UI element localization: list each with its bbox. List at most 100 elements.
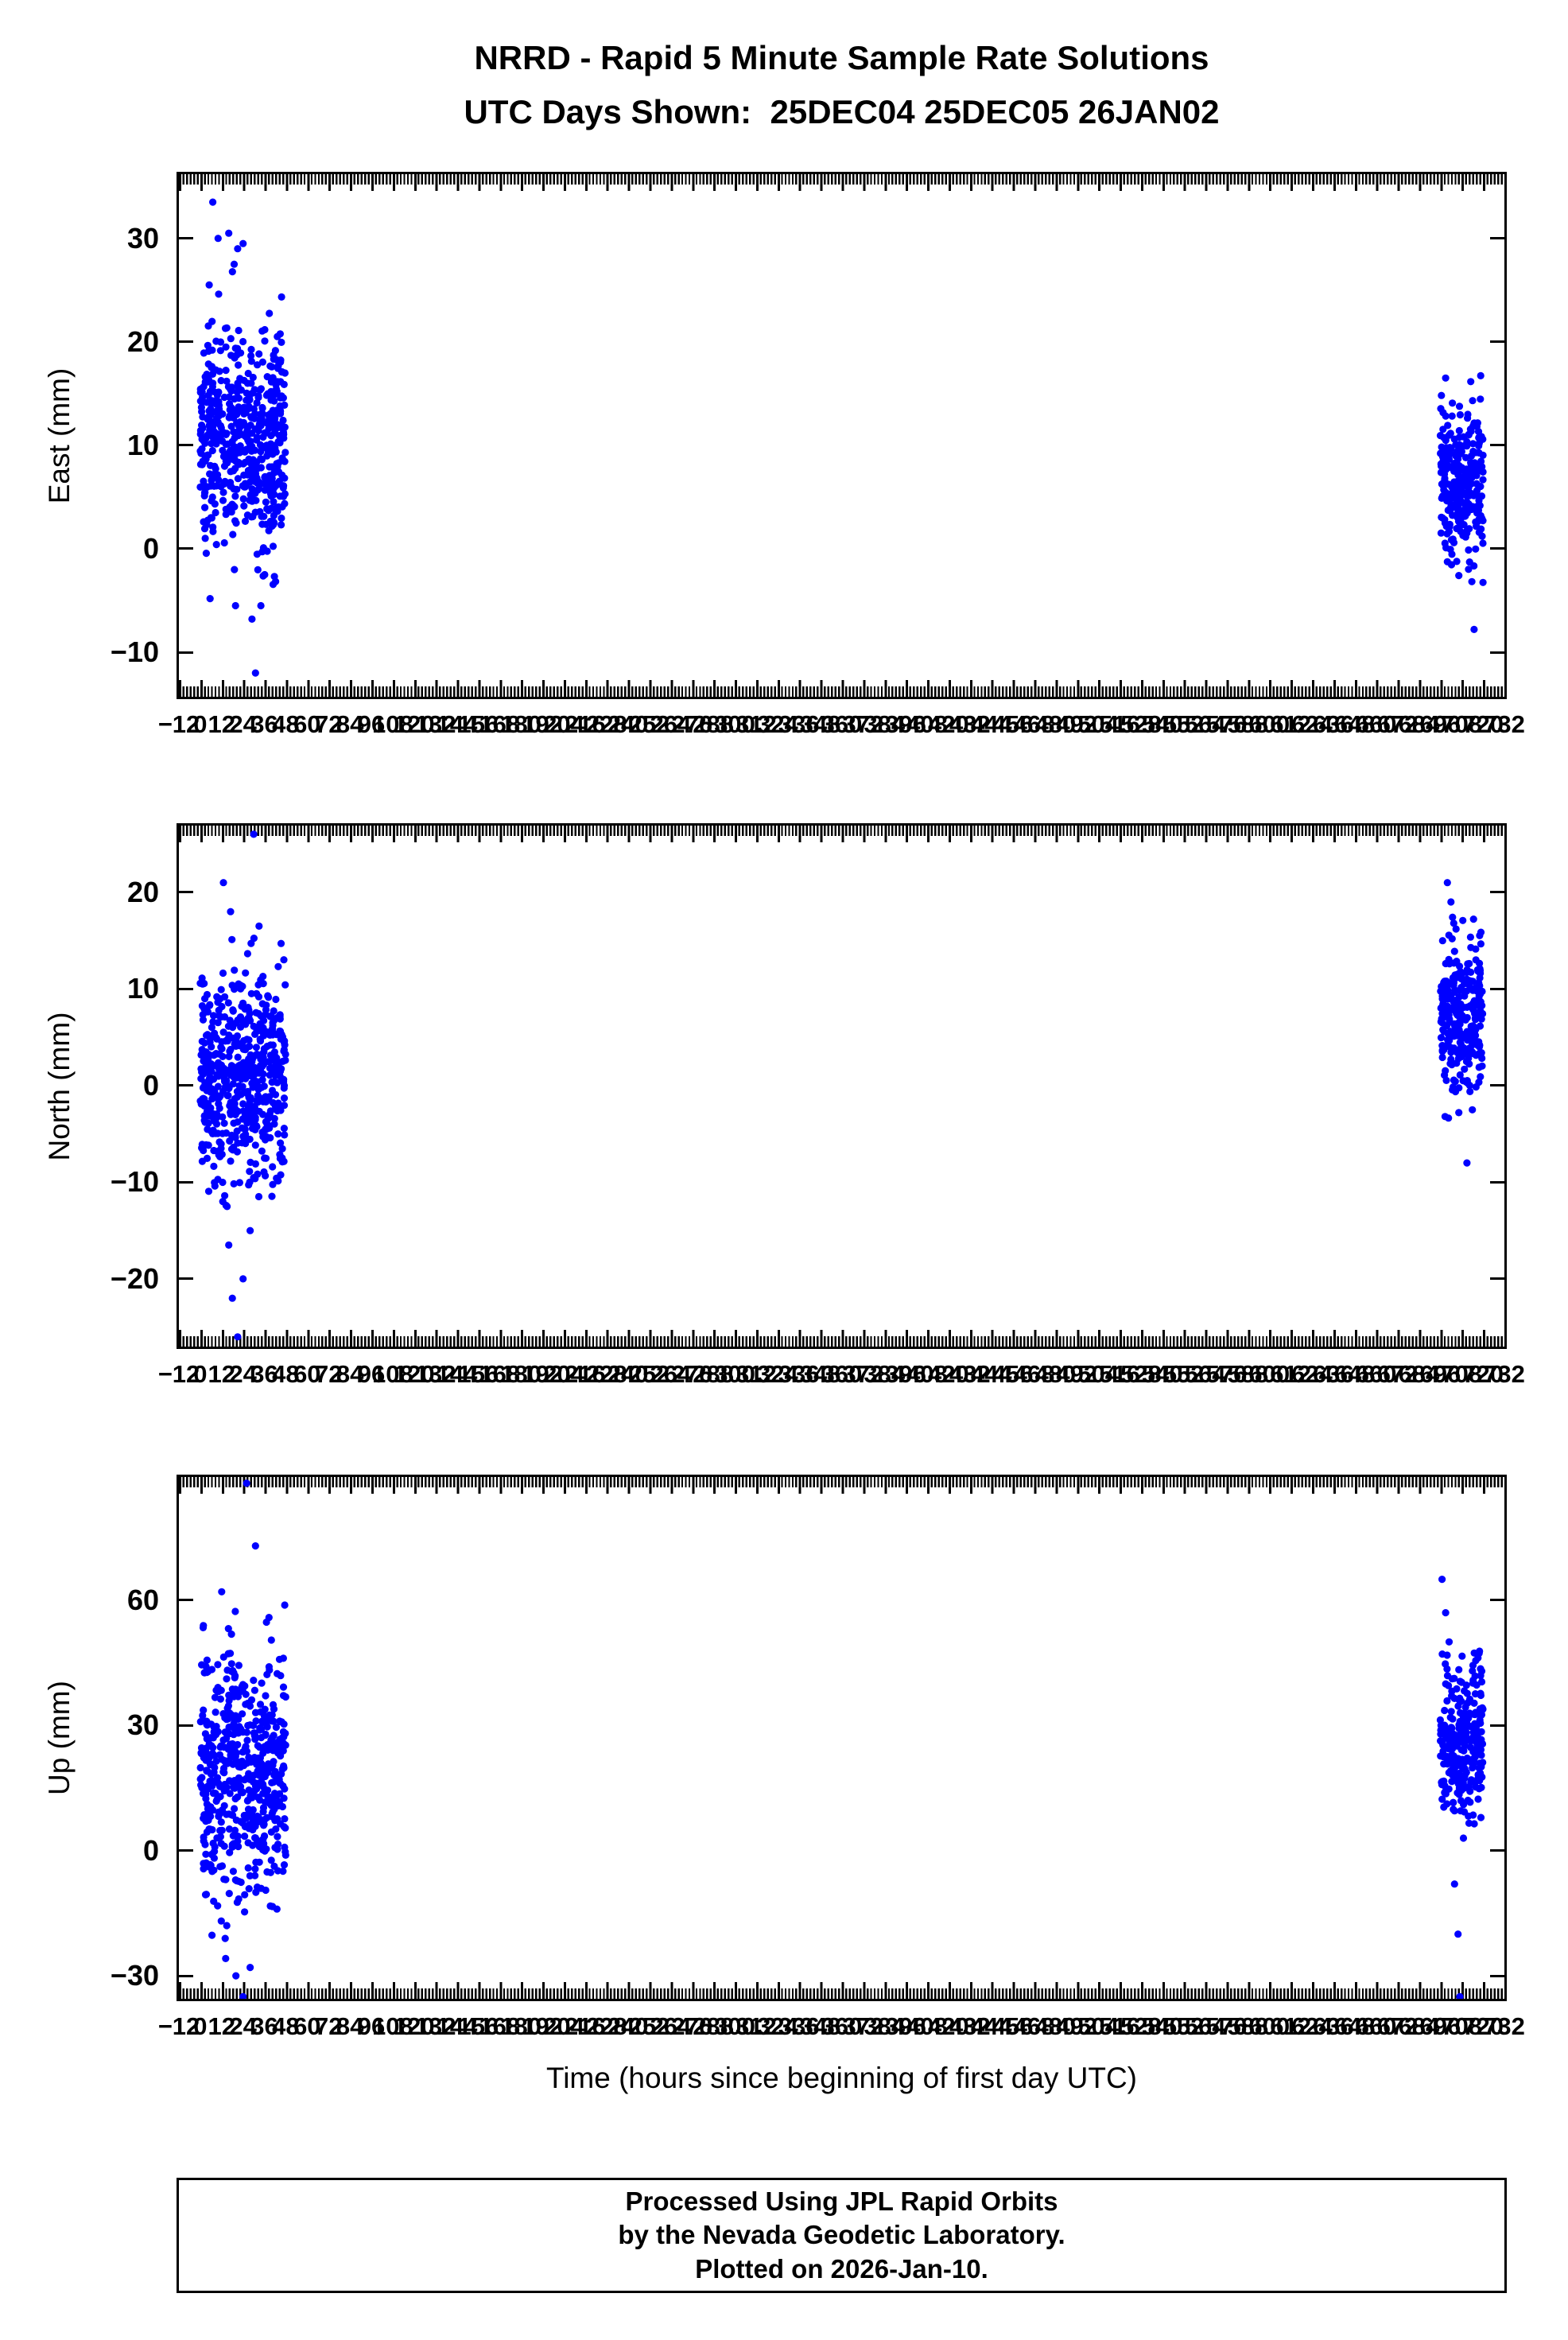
- x-tick-label: 156: [457, 710, 499, 738]
- x-tick-label: 600: [1248, 1360, 1290, 1388]
- x-tick-label: 96: [357, 2012, 386, 2040]
- x-tick-label: 624: [1291, 2012, 1333, 2040]
- x-tick-label: 660: [1355, 710, 1397, 738]
- x-tick-label: 384: [864, 2012, 906, 2040]
- x-tick-label: 108: [371, 710, 413, 738]
- y-tick-mark: [179, 891, 193, 894]
- x-tick-label: 216: [564, 1360, 606, 1388]
- x-tick-label: 0: [193, 710, 208, 738]
- x-tick-label: 84: [336, 2012, 364, 2040]
- x-tick-label: 324: [756, 1360, 798, 1388]
- x-tick-label: 300: [714, 710, 755, 738]
- x-tick-label: 672: [1376, 2012, 1419, 2040]
- x-axis-tick-comb-bottom: [179, 1982, 1504, 1999]
- x-tick-label: 60: [293, 1360, 321, 1388]
- y-tick-mark: [1490, 340, 1504, 344]
- footer-line-3: Plotted on 2026-Jan-10.: [695, 2253, 988, 2284]
- y-tick-mark: [1490, 1180, 1504, 1184]
- x-tick-label: 456: [992, 710, 1034, 738]
- x-tick-label: 684: [1398, 2012, 1440, 2040]
- x-tick-label: 432: [949, 2012, 991, 2040]
- y-tick-label: 10: [126, 428, 159, 461]
- y-tick-label: 10: [126, 972, 159, 1005]
- x-tick-label: 528: [1120, 2012, 1162, 2040]
- x-tick-label: 612: [1270, 710, 1311, 738]
- x-tick-label: 444: [970, 1360, 1012, 1388]
- y-tick-mark: [179, 651, 193, 654]
- x-tick-label: 312: [735, 2012, 777, 2040]
- x-tick-label: 372: [842, 710, 884, 738]
- y-tick-mark: [1490, 1724, 1504, 1727]
- x-tick-label: 480: [1034, 1360, 1077, 1388]
- x-tick-label: 216: [564, 710, 606, 738]
- x-tick-label: 84: [336, 1360, 364, 1388]
- x-tick-label: 720: [1462, 1360, 1504, 1388]
- x-tick-label: 492: [1056, 2012, 1098, 2040]
- x-tick-label: 24: [229, 1360, 257, 1388]
- x-tick-label: 444: [970, 710, 1012, 738]
- up-axis-label: Up (mm): [43, 1681, 76, 1795]
- x-tick-label: 324: [756, 2012, 798, 2040]
- x-tick-label: 288: [693, 1360, 735, 1388]
- x-tick-label: 540: [1141, 710, 1183, 738]
- x-tick-label: 516: [1099, 1360, 1140, 1388]
- x-tick-label: 432: [949, 710, 991, 738]
- x-tick-label: 636: [1313, 1360, 1354, 1388]
- x-tick-label: 372: [842, 2012, 884, 2040]
- x-tick-label: 384: [864, 1360, 906, 1388]
- x-tick-label: 576: [1205, 1360, 1248, 1388]
- x-tick-label: 636: [1313, 2012, 1354, 2040]
- y-tick-mark: [179, 987, 193, 990]
- x-tick-label: 72: [314, 710, 343, 738]
- x-tick-label: 480: [1034, 2012, 1077, 2040]
- x-tick-label: 360: [821, 2012, 863, 2040]
- x-tick-label: 312: [735, 710, 777, 738]
- x-tick-label: 228: [585, 710, 627, 738]
- y-tick-mark: [1490, 237, 1504, 240]
- x-tick-label: 708: [1441, 710, 1483, 738]
- x-tick-label: 156: [457, 2012, 499, 2040]
- x-tick-label: 732: [1484, 2012, 1525, 2040]
- x-tick-label: 360: [821, 1360, 863, 1388]
- x-tick-label: 588: [1227, 710, 1269, 738]
- y-tick-mark: [1490, 987, 1504, 990]
- x-tick-label: 660: [1355, 2012, 1397, 2040]
- x-tick-label: 648: [1333, 1360, 1376, 1388]
- x-tick-label: 60: [293, 2012, 321, 2040]
- x-tick-label: 672: [1376, 710, 1419, 738]
- x-tick-label: 684: [1398, 710, 1440, 738]
- x-tick-label: 456: [992, 1360, 1034, 1388]
- up-panel: Up (mm) −12 0 12 24 36 48 60 72 84 96 108 120 132 144…: [43, 1475, 1525, 2040]
- x-tick-label: 144: [436, 2012, 478, 2040]
- x-tick-label: 696: [1419, 1360, 1461, 1388]
- x-tick-label: 84: [336, 710, 364, 738]
- x-tick-label: 36: [250, 1360, 278, 1388]
- x-tick-label: 96: [357, 1360, 386, 1388]
- x-tick-label: 516: [1099, 2012, 1140, 2040]
- x-tick-label: 144: [436, 710, 478, 738]
- x-tick-label: 132: [414, 710, 456, 738]
- x-tick-label: 624: [1291, 1360, 1333, 1388]
- x-tick-label: 264: [650, 1360, 692, 1388]
- x-tick-label: 204: [543, 1360, 584, 1388]
- x-tick-label: 336: [778, 2012, 820, 2040]
- x-tick-label: 408: [906, 1360, 948, 1388]
- x-tick-label: 708: [1441, 2012, 1483, 2040]
- x-tick-label: 420: [928, 1360, 969, 1388]
- x-tick-label: 72: [314, 1360, 343, 1388]
- x-axis-tick-comb-top: [179, 826, 1504, 842]
- x-tick-label: 324: [756, 710, 798, 738]
- x-tick-label: 336: [778, 1360, 820, 1388]
- x-axis-tick-comb-bottom: [179, 680, 1504, 697]
- x-tick-label: 192: [522, 2012, 563, 2040]
- north-panel: North (mm) −12 0 12 24 36 48 60 72 84 96 108 120 132…: [43, 823, 1525, 1388]
- x-tick-label: 36: [250, 2012, 278, 2040]
- x-tick-label: 108: [371, 1360, 413, 1388]
- x-tick-label: 384: [864, 710, 906, 738]
- x-axis-tick-comb-top: [179, 174, 1504, 191]
- x-tick-label: 12: [208, 710, 236, 738]
- y-tick-label: 60: [126, 1583, 159, 1616]
- east-plot-frame: [177, 172, 1507, 699]
- chart-title: NRRD - Rapid 5 Minute Sample Rate Soluti…: [474, 39, 1209, 76]
- x-tick-label: 636: [1313, 710, 1354, 738]
